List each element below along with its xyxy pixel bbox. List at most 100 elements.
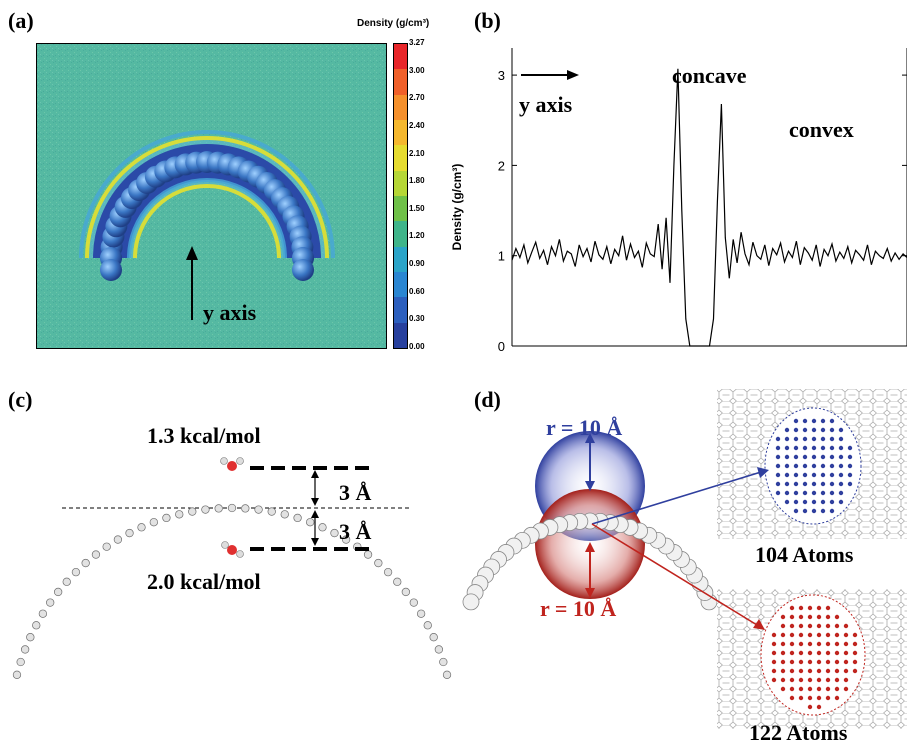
atom-dot: [820, 418, 826, 424]
atom-dot: [784, 472, 790, 478]
atom-dot: [843, 650, 849, 656]
atom-dot: [811, 436, 817, 442]
carbon-atom: [383, 567, 393, 577]
carbon-atom: [363, 550, 373, 559]
atom-dot: [829, 481, 835, 487]
atom-dot: [834, 686, 840, 692]
panel-d-diagram: [462, 389, 907, 729]
colorbar-segment: [394, 170, 407, 196]
colorbar-title: Density (g/cm³): [357, 18, 430, 29]
colorbar-tick-label: 3.27: [409, 38, 425, 47]
atom-dot: [829, 499, 835, 505]
atom-dot: [829, 463, 835, 469]
atom-dot: [834, 650, 840, 656]
atom-dot: [784, 445, 790, 451]
atom-dot: [789, 695, 795, 701]
atom-dot: [807, 632, 813, 638]
atom-dot: [852, 641, 858, 647]
atom-dot: [843, 686, 849, 692]
atom-dot: [816, 659, 822, 665]
atom-dot: [811, 499, 817, 505]
carbon-atom: [20, 645, 30, 654]
carbon-atom: [16, 657, 25, 667]
colorbar-tick-label: 1.80: [409, 176, 425, 186]
carbon-atom: [254, 505, 263, 514]
atom-dot: [789, 623, 795, 629]
atom-dot: [852, 668, 858, 674]
atom-dot: [789, 614, 795, 620]
atom-dot: [820, 463, 826, 469]
atom-dot: [798, 695, 804, 701]
atom-dot: [816, 614, 822, 620]
atom-dot: [834, 659, 840, 665]
atom-dot: [798, 641, 804, 647]
atom-dot: [834, 632, 840, 638]
atom-dot: [789, 668, 795, 674]
atom-dot: [838, 445, 844, 451]
atom-dot: [798, 623, 804, 629]
atom-dot: [807, 614, 813, 620]
atom-dot: [802, 472, 808, 478]
atom-dot: [834, 614, 840, 620]
colorbar-tick-label: 0.90: [409, 259, 425, 269]
atom-dot: [784, 490, 790, 496]
atom-dot: [789, 659, 795, 665]
atom-dot: [811, 454, 817, 460]
y-tick-label: 0: [498, 339, 505, 354]
atom-dot: [807, 704, 813, 710]
carbon-arc-3d: [462, 512, 718, 611]
atom-dot: [775, 490, 781, 496]
atom-dot: [838, 427, 844, 433]
atom-dot: [816, 695, 822, 701]
atom-dot: [780, 614, 786, 620]
carbon-atom: [330, 528, 339, 538]
top-radius-label: r = 10 Å: [546, 415, 623, 440]
carbon-atom: [434, 645, 444, 654]
carbon-atom: [462, 593, 480, 611]
atom-dot: [838, 490, 844, 496]
atom-dot: [825, 650, 831, 656]
colorbar-ticks: 3.27 3.00 2.70 2.40 2.10 1.80 1.50 1.20 0.90 0.60…: [409, 38, 439, 352]
colorbar-segment: [394, 119, 407, 146]
atom-dot: [825, 686, 831, 692]
panel-c-diagram: [12, 457, 452, 679]
atom-dot: [829, 436, 835, 442]
carbon-atom: [409, 598, 418, 607]
carbon-atom: [12, 670, 22, 679]
atom-dot: [798, 659, 804, 665]
colorbar-segment: [394, 69, 407, 95]
panel-a-axis-label: y axis: [203, 300, 257, 325]
atom-dot: [843, 641, 849, 647]
atom-dot: [811, 418, 817, 424]
atom-dot: [847, 454, 853, 460]
carbon-atom: [293, 513, 302, 523]
atom-dot: [816, 641, 822, 647]
carbon-atom: [416, 609, 426, 618]
atom-dot: [847, 481, 853, 487]
atom-dot: [793, 499, 799, 505]
atom-dot: [816, 668, 822, 674]
carbon-atom: [318, 523, 327, 532]
atom-dot: [834, 668, 840, 674]
carbon-atom: [423, 621, 432, 630]
carbon-atom: [393, 577, 402, 586]
atom-dot: [807, 641, 813, 647]
atom-dot: [820, 508, 826, 514]
atom-dot: [802, 499, 808, 505]
colorbar-segment: [394, 297, 407, 323]
atom-dot: [793, 436, 799, 442]
atom-dot: [834, 623, 840, 629]
carbon-atom: [439, 657, 448, 667]
atom-dot: [816, 632, 822, 638]
atom-dot: [780, 668, 786, 674]
panel-b-axis-label: y axis: [519, 92, 573, 117]
density-arc-beads: [100, 151, 314, 281]
atom-dot: [789, 650, 795, 656]
carbon-atom: [38, 609, 48, 618]
density-map-svg: [37, 44, 386, 348]
atom-dot: [807, 677, 813, 683]
atom-dot: [789, 632, 795, 638]
atom-dot: [811, 490, 817, 496]
atom-dot: [847, 445, 853, 451]
atom-dot: [793, 508, 799, 514]
